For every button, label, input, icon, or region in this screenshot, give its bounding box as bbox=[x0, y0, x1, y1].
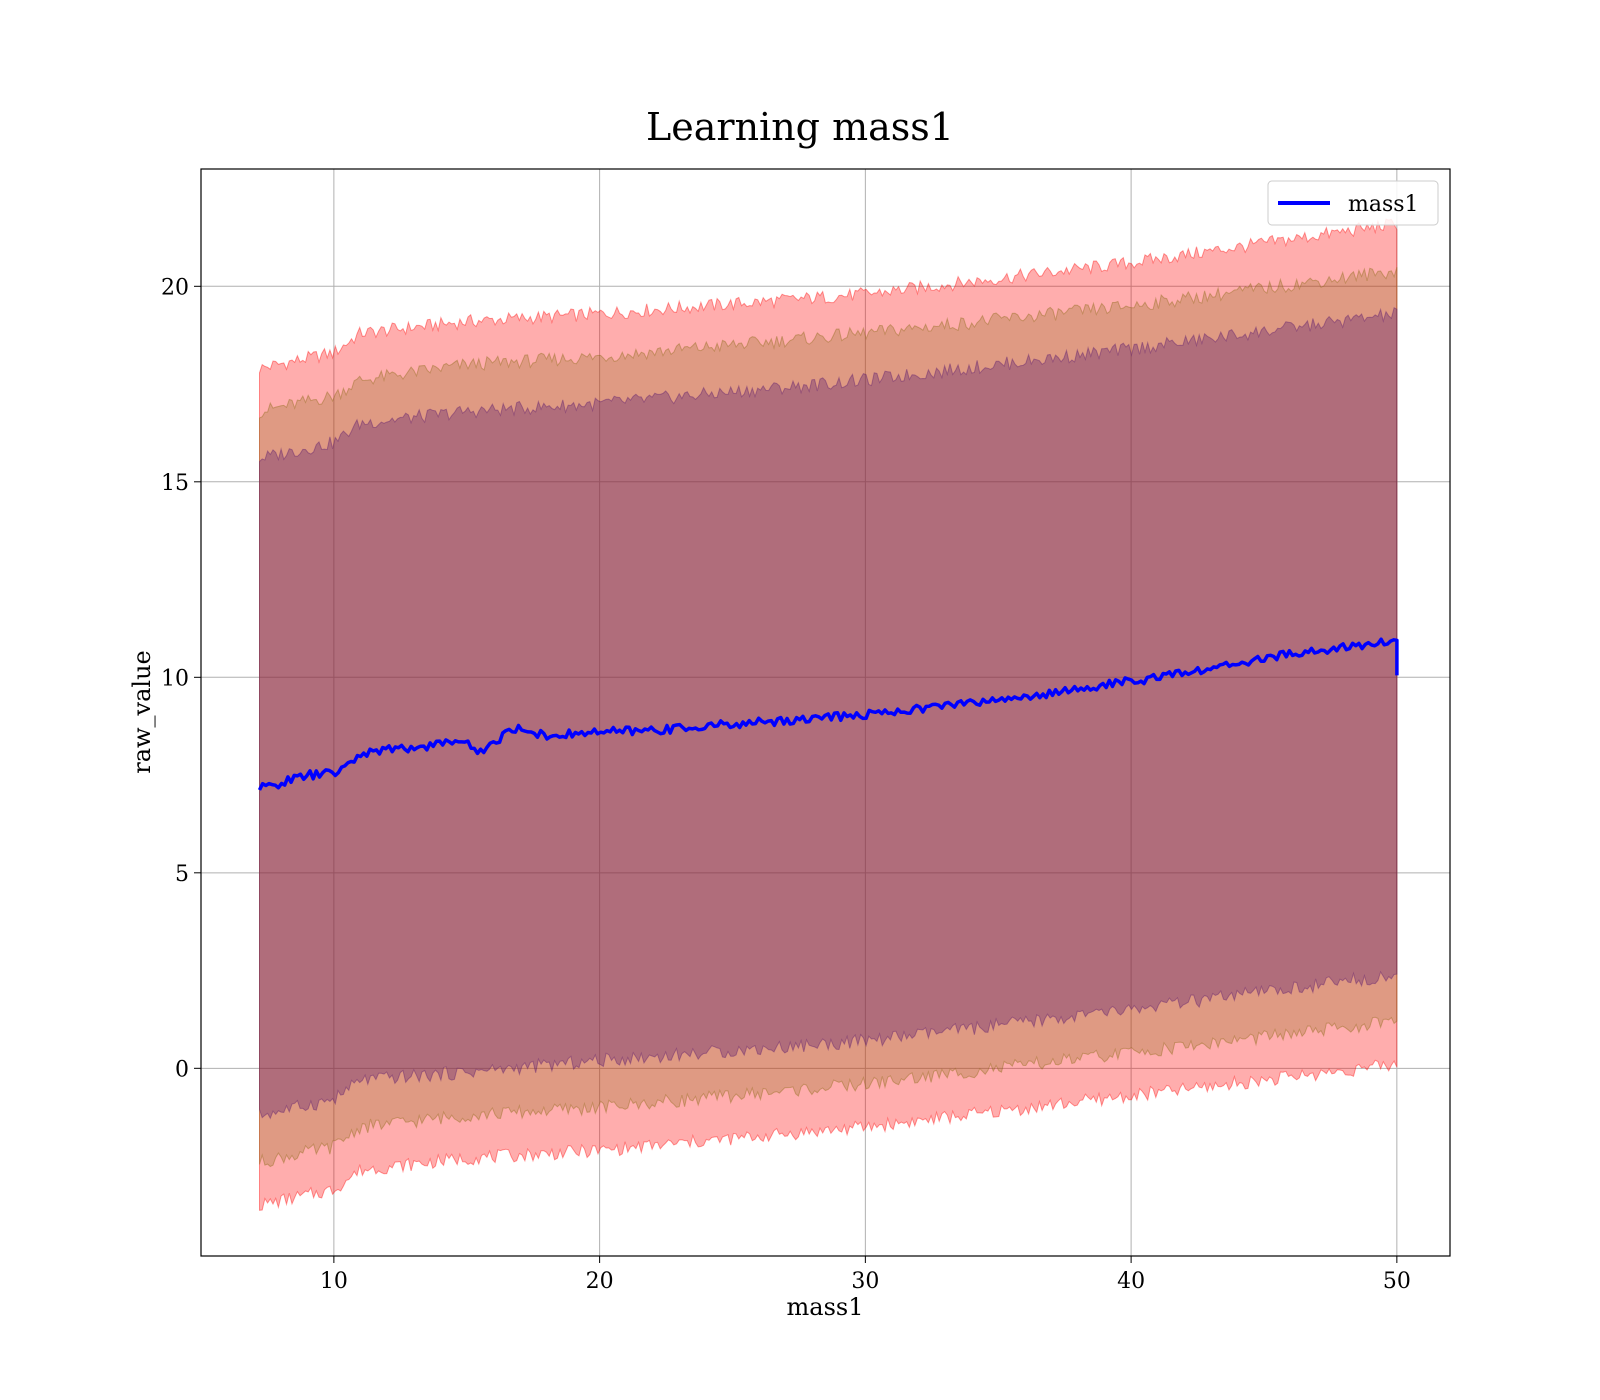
y-ticks: 0 5 10 15 20 bbox=[161, 275, 201, 1082]
x-ticks: 10 20 30 40 50 bbox=[320, 1256, 1411, 1294]
plot-frame bbox=[200, 168, 1451, 1257]
y-tick-label: 20 bbox=[161, 275, 189, 300]
x-axis-label: mass1 bbox=[787, 1293, 864, 1321]
legend-entry: mass1 bbox=[1348, 192, 1419, 217]
x-tick-label: 20 bbox=[586, 1269, 614, 1294]
series-lines bbox=[257, 637, 1399, 791]
x-tick-label: 10 bbox=[320, 1269, 348, 1294]
legend: mass1 bbox=[1267, 180, 1439, 226]
y-axis-label: raw_value bbox=[128, 650, 156, 774]
chart-title: Learning mass1 bbox=[646, 105, 954, 149]
y-tick-label: 10 bbox=[161, 666, 189, 691]
y-tick-label: 5 bbox=[175, 862, 189, 887]
x-tick-label: 40 bbox=[1117, 1269, 1145, 1294]
x-tick-label: 50 bbox=[1383, 1269, 1411, 1294]
x-tick-label: 30 bbox=[851, 1269, 879, 1294]
grid bbox=[201, 169, 1450, 1256]
legend-box bbox=[1267, 180, 1439, 226]
y-tick-label: 0 bbox=[175, 1057, 189, 1082]
series-line-mass1 bbox=[257, 637, 1399, 791]
y-tick-label: 15 bbox=[161, 471, 189, 496]
